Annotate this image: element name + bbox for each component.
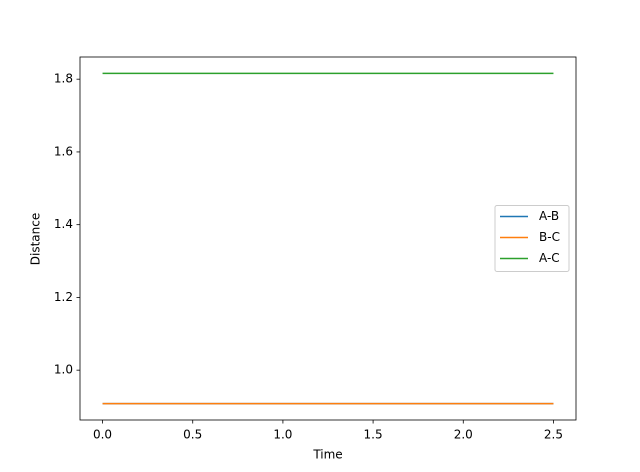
- y-tick-label: 1.8: [54, 72, 73, 86]
- y-tick-label: 1.0: [54, 363, 73, 377]
- y-tick-label: 1.2: [54, 290, 73, 304]
- y-tick-label: 1.6: [54, 144, 73, 158]
- x-tick-label: 2.0: [454, 428, 473, 442]
- x-tick-label: 2.5: [544, 428, 563, 442]
- legend-label: A-C: [539, 251, 560, 265]
- legend-label: A-B: [539, 209, 559, 223]
- x-tick-label: 0.0: [93, 428, 112, 442]
- plot-frame: [79, 56, 577, 421]
- x-axis-label: Time: [312, 448, 342, 462]
- x-tick-label: 1.5: [364, 428, 383, 442]
- x-tick-label: 1.0: [273, 428, 292, 442]
- legend-label: B-C: [539, 230, 560, 244]
- y-axis-label: Distance: [29, 213, 43, 265]
- x-tick-label: 0.5: [183, 428, 202, 442]
- legend-box: [494, 205, 570, 272]
- y-tick-label: 1.4: [54, 217, 73, 231]
